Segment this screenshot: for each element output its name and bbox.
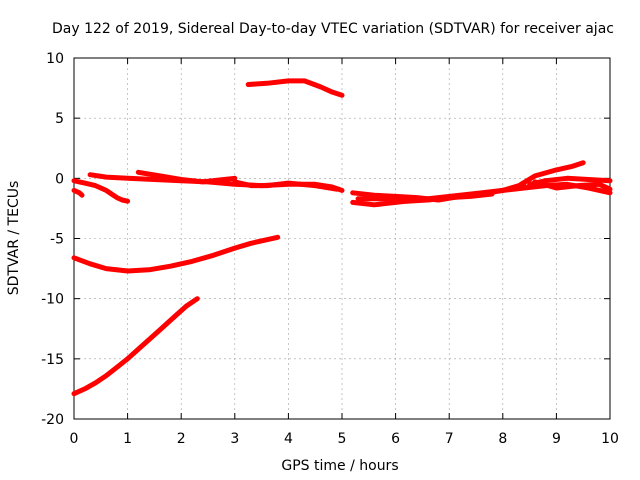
series-line-0 [71,178,131,204]
y-tick-label: 5 [55,111,64,127]
x-tick-labels: 0 1 2 3 4 5 6 7 8 9 10 [70,431,619,447]
series-line-13 [245,78,345,98]
series-line-12 [71,296,200,397]
y-tick-label: -5 [50,232,64,248]
x-tick-label: 9 [552,431,561,447]
series-line-7 [355,191,495,204]
data-series [71,78,613,397]
axis-ticks [73,57,611,420]
y-tick-label: 0 [55,171,64,187]
x-tick-label: 2 [177,431,186,447]
series-line-10 [532,179,613,192]
x-tick-label: 7 [445,431,454,447]
series-line-1 [71,187,85,198]
series-line-3 [135,169,238,185]
grid-lines [74,58,610,419]
y-tick-label: 10 [46,51,64,67]
series-line-11 [71,234,281,274]
x-tick-label: 8 [498,431,507,447]
series-line-4 [232,179,340,192]
y-tick-label: -10 [41,292,64,308]
x-tick-label: 0 [70,431,79,447]
x-tick-label: 10 [601,431,619,447]
y-axis-label: SDTVAR / TECUs [6,181,22,296]
x-tick-label: 1 [123,431,132,447]
y-tick-labels: -20 -15 -10 -5 0 5 10 [41,51,64,428]
x-tick-label: 4 [284,431,293,447]
x-tick-label: 3 [230,431,239,447]
y-tick-label: -20 [41,412,64,428]
y-tick-label: -15 [41,352,64,368]
x-tick-label: 6 [391,431,400,447]
x-axis-label: GPS time / hours [281,458,398,474]
x-tick-label: 5 [338,431,347,447]
series-line-8 [500,160,586,193]
chart-title: Day 122 of 2019, Sidereal Day-to-day VTE… [52,21,614,37]
